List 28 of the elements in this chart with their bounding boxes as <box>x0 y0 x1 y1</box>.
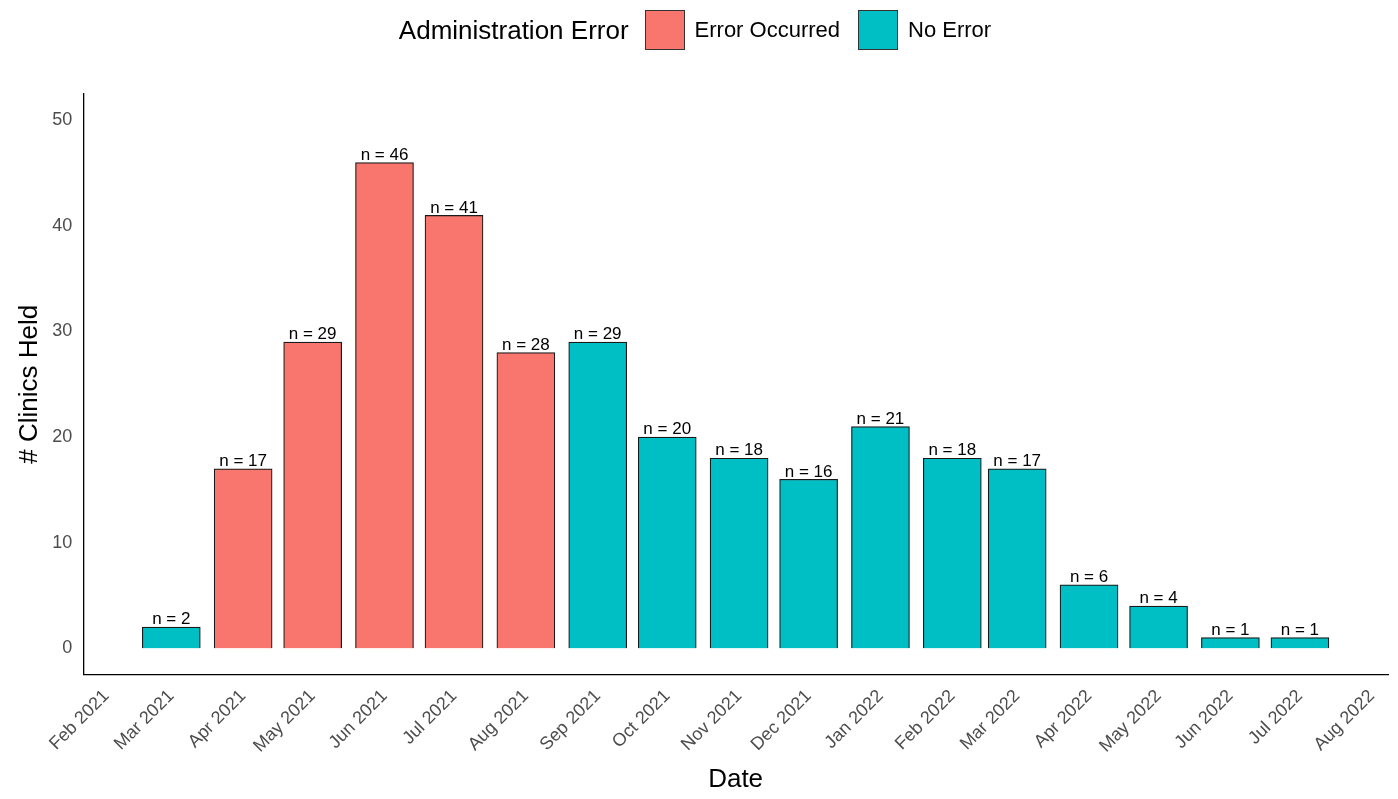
y-tick-label: 40 <box>52 214 73 235</box>
y-tick-label: 20 <box>52 426 73 447</box>
data-label: n = 29 <box>573 324 622 344</box>
data-label: n = 1 <box>1280 619 1320 639</box>
y-tick-label: 10 <box>52 531 73 552</box>
data-label: n = 28 <box>502 334 550 354</box>
x-axis-title: Date <box>708 762 764 793</box>
y-tick-label: 30 <box>52 320 73 341</box>
data-label: n = 16 <box>784 461 833 481</box>
data-label: n = 21 <box>856 408 905 428</box>
data-label: n = 41 <box>430 197 478 217</box>
data-label: n = 17 <box>219 450 268 470</box>
data-label: n = 1 <box>1211 619 1250 639</box>
legend-label: Error Occurred <box>694 17 841 43</box>
data-label: n = 2 <box>152 609 191 629</box>
data-label: n = 18 <box>928 440 977 460</box>
data-label: n = 46 <box>360 144 409 164</box>
data-label: n = 20 <box>643 419 692 439</box>
data-label: n = 29 <box>288 324 337 344</box>
data-label: n = 17 <box>993 450 1042 470</box>
y-tick-label: 0 <box>62 637 73 658</box>
legend-title: Administration Error <box>398 14 629 46</box>
data-label: n = 4 <box>1139 588 1178 608</box>
data-label: n = 18 <box>715 440 763 460</box>
y-tick-label: 50 <box>52 109 73 130</box>
legend-label: No Error <box>908 17 992 43</box>
data-label: n = 6 <box>1069 567 1109 587</box>
y-axis-title: # Clinics Held <box>12 304 43 464</box>
